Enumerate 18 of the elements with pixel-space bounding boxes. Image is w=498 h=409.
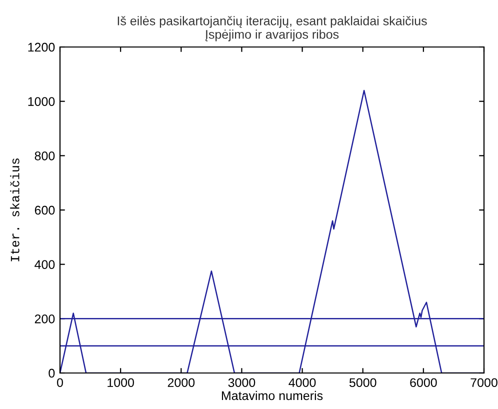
x-tick-label: 2000 [168, 378, 195, 388]
y-tick-label: 200 [34, 314, 55, 324]
y-tick-label: 800 [34, 151, 55, 160]
x-tick-label: 4000 [288, 378, 316, 388]
y-tick-label: 0 [48, 368, 55, 378]
y-axis-title: Iter. skaičius [10, 158, 20, 262]
x-tick-label: 1000 [108, 378, 134, 388]
x-tick-label: 0 [57, 378, 63, 388]
x-tick-label: 5000 [349, 378, 376, 388]
y-tick-label: 1200 [28, 42, 55, 52]
x-axis-title: Matavimo numeris [222, 390, 323, 400]
x-tick-label: 3000 [228, 378, 256, 388]
x-tick-label: 7000 [470, 378, 498, 388]
y-tick-label: 1000 [28, 97, 55, 106]
y-tick-label: 600 [34, 206, 55, 215]
x-tick-label: 6000 [410, 378, 437, 388]
y-tick-label: 400 [34, 260, 55, 269]
chart-title: Iš eilės pasikartojančių iteracijų, esant paklaidai skaičius Įspėjimo ir avarijos ribos [118, 16, 427, 42]
